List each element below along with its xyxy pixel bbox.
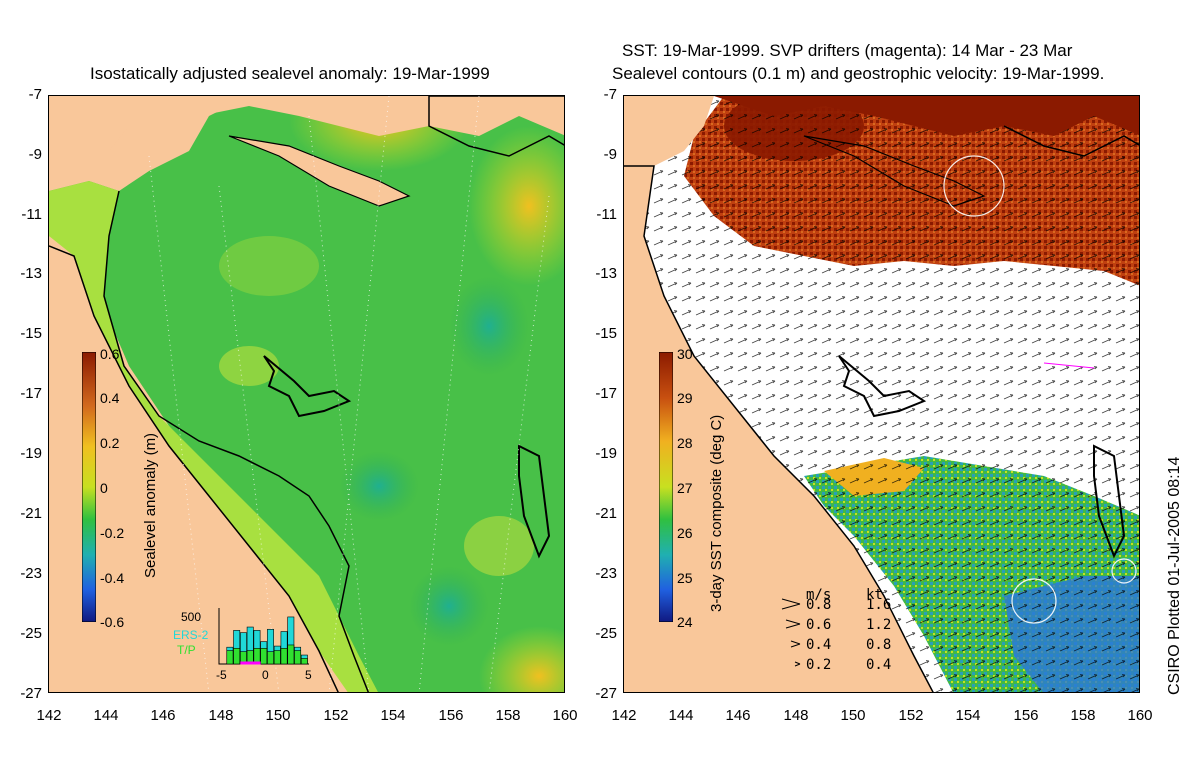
sst-colorbar-tick: 24 xyxy=(677,614,693,630)
tp-bar xyxy=(267,651,274,665)
tp-bar xyxy=(260,648,268,665)
velocity-legend-kt: 1.6 xyxy=(866,597,892,613)
x-tick-label: 160 xyxy=(1127,707,1153,724)
velocity-legend-kt: 0.4 xyxy=(866,657,892,673)
tp-bar xyxy=(226,650,234,665)
x-tick-label: 158 xyxy=(495,707,521,724)
tp-bar xyxy=(287,644,295,665)
y-tick-label: -19 xyxy=(595,445,617,462)
y-tick-label: -13 xyxy=(595,265,617,282)
sealevel-anomaly-field xyxy=(49,96,564,692)
sst-colorbar-tick: 28 xyxy=(677,435,693,451)
x-tick-label: 154 xyxy=(380,707,406,724)
x-tick-label: 150 xyxy=(840,707,866,724)
y-tick-label: -27 xyxy=(20,685,42,702)
x-tick-label: 160 xyxy=(552,707,578,724)
sst-colorbar-label: 3-day SST composite (deg C) xyxy=(708,414,725,612)
sst-colorbar xyxy=(659,352,673,622)
legend-arrow-icon xyxy=(794,661,801,667)
y-tick-label: -21 xyxy=(20,505,42,522)
legend-arrow-icon xyxy=(785,619,801,629)
sealevel-colorbar xyxy=(82,352,96,622)
y-tick-label: -9 xyxy=(28,146,42,163)
sealevel-colorbar-tick: -0.4 xyxy=(100,570,125,586)
histogram-xtick: 0 xyxy=(262,668,269,682)
x-tick-label: 156 xyxy=(438,707,464,724)
sst-colorbar-tick: 27 xyxy=(677,480,693,496)
x-tick-label: 142 xyxy=(611,707,637,724)
right-map-title-line2: Sealevel contours (0.1 m) and geostrophi… xyxy=(612,64,1105,83)
sealevel-colorbar-tick: 0.6 xyxy=(100,346,120,362)
x-tick-label: 152 xyxy=(898,707,924,724)
left-map-title: Isostatically adjusted sealevel anomaly:… xyxy=(90,64,490,83)
velocity-legend-kt: 0.8 xyxy=(866,637,892,653)
sealevel-colorbar-tick: -0.2 xyxy=(100,525,125,541)
tp-bar xyxy=(300,658,308,665)
x-tick-label: 142 xyxy=(36,707,62,724)
sst-colorbar-tick: 29 xyxy=(677,390,693,406)
x-tick-label: 148 xyxy=(783,707,809,724)
tp-bar xyxy=(233,648,241,665)
x-tick-label: 146 xyxy=(150,707,176,724)
histogram-xtick: 5 xyxy=(305,668,312,682)
histogram-ymax: 500 xyxy=(181,610,202,624)
velocity-legend-ms: 0.6 xyxy=(806,617,832,633)
y-tick-label: -17 xyxy=(595,385,617,402)
sealevel-colorbar-tick: 0 xyxy=(100,480,108,496)
y-tick-label: -11 xyxy=(596,206,617,223)
sealevel-anomaly-map xyxy=(48,95,565,693)
legend-arrow-icon xyxy=(790,640,801,648)
legend-arrow-icon xyxy=(781,598,801,610)
x-tick-label: 150 xyxy=(265,707,291,724)
y-tick-label: -23 xyxy=(595,565,617,582)
y-tick-label: -15 xyxy=(595,325,617,342)
sealevel-colorbar-label: Sealevel anomaly (m) xyxy=(142,432,159,578)
x-tick-label: 158 xyxy=(1070,707,1096,724)
y-tick-label: -7 xyxy=(28,86,42,103)
pass-histogram xyxy=(218,608,309,665)
x-tick-label: 156 xyxy=(1013,707,1039,724)
y-tick-label: -25 xyxy=(20,625,42,642)
sealevel-colorbar-tick: 0.2 xyxy=(100,435,120,451)
right-map-title-line1: SST: 19-Mar-1999. SVP drifters (magenta)… xyxy=(622,41,1073,60)
y-tick-label: -19 xyxy=(20,445,42,462)
histogram-xtick: -5 xyxy=(216,668,227,682)
velocity-legend-ms: 0.4 xyxy=(806,637,832,653)
y-tick-label: -15 xyxy=(20,325,42,342)
tp-bar xyxy=(280,648,288,665)
velocity-legend-ms: 0.8 xyxy=(806,597,832,613)
ers2-label: ERS-2 xyxy=(173,628,209,642)
y-tick-label: -17 xyxy=(20,385,42,402)
sst-colorbar-tick: 25 xyxy=(677,570,693,586)
y-tick-label: -9 xyxy=(603,146,617,163)
x-tick-label: 144 xyxy=(668,707,694,724)
y-tick-label: -13 xyxy=(20,265,42,282)
velocity-legend-header-kt: kt xyxy=(866,587,883,603)
velocity-legend-header-ms: m/s xyxy=(806,587,832,603)
y-tick-label: -23 xyxy=(20,565,42,582)
sst-colorbar-tick: 26 xyxy=(677,525,693,541)
x-tick-label: 154 xyxy=(955,707,981,724)
sealevel-colorbar-tick: -0.6 xyxy=(100,614,125,630)
x-tick-label: 148 xyxy=(208,707,234,724)
sst-map xyxy=(623,95,1140,693)
y-tick-label: -7 xyxy=(603,86,617,103)
x-tick-label: 144 xyxy=(93,707,119,724)
y-tick-label: -25 xyxy=(595,625,617,642)
velocity-legend-kt: 1.2 xyxy=(866,617,892,633)
tp-bar xyxy=(294,650,302,665)
y-tick-label: -11 xyxy=(21,206,42,223)
sst-field xyxy=(624,96,1139,692)
sst-colorbar-tick: 30 xyxy=(677,346,693,362)
y-tick-label: -27 xyxy=(595,685,617,702)
x-tick-label: 152 xyxy=(323,707,349,724)
x-tick-label: 146 xyxy=(725,707,751,724)
sealevel-colorbar-tick: 0.4 xyxy=(100,390,120,406)
velocity-legend-ms: 0.2 xyxy=(806,657,832,673)
y-tick-label: -21 xyxy=(595,505,617,522)
tp-bar xyxy=(273,650,281,665)
tp-label: T/P xyxy=(177,643,196,657)
plot-credit: CSIRO Plotted 01-Jul-2005 08:14 xyxy=(1166,456,1183,695)
